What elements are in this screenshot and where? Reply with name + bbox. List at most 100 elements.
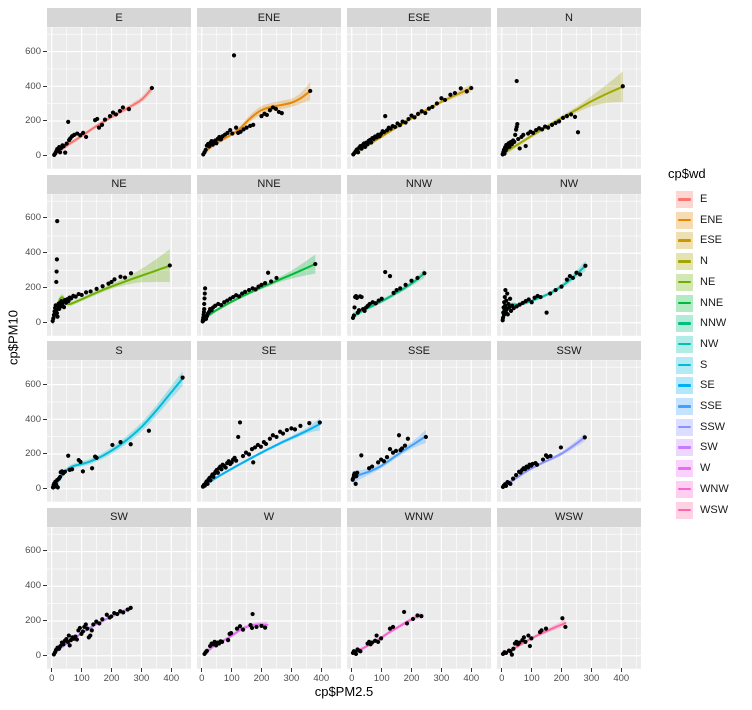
legend-swatch-icon bbox=[676, 377, 693, 395]
legend-swatch-icon bbox=[676, 211, 693, 229]
facet-panel-SE bbox=[197, 360, 341, 502]
x-axis-title: cp$PM2.5 bbox=[314, 684, 374, 699]
x-tick-mark bbox=[231, 668, 233, 672]
facet-strip-label: SE bbox=[261, 344, 277, 357]
y-tick-label: 600 bbox=[25, 545, 41, 557]
legend-key-NW: NW bbox=[660, 335, 752, 357]
facet-strip-label: W bbox=[263, 511, 275, 523]
legend-key-SW: SW bbox=[660, 439, 752, 460]
legend-key-ESE: ESE bbox=[660, 232, 752, 253]
legend-key-WSW: WSW bbox=[660, 501, 752, 523]
facet-strip-label: E bbox=[115, 11, 123, 24]
y-tick-mark bbox=[43, 654, 47, 656]
legend-line-icon bbox=[678, 218, 691, 222]
legend-swatch-icon bbox=[676, 501, 693, 519]
x-tick-label: 200 bbox=[403, 673, 420, 684]
y-tick-mark bbox=[43, 383, 47, 385]
facet-strip-W: W bbox=[197, 507, 341, 527]
facet-strip-ENE: ENE bbox=[197, 8, 341, 27]
y-tick-mark bbox=[43, 85, 47, 87]
legend-key-label: E bbox=[700, 193, 708, 205]
facet-strip-label: WSW bbox=[554, 511, 584, 523]
legend-key-label: NW bbox=[700, 337, 719, 350]
y-tick-label: 0 bbox=[35, 483, 41, 494]
legend-key-label: WNW bbox=[700, 482, 729, 495]
x-tick-mark bbox=[561, 668, 562, 672]
legend-line-icon bbox=[678, 363, 691, 367]
facet-strip-ESE: ESE bbox=[347, 8, 491, 27]
legend-line-icon bbox=[678, 446, 691, 449]
legend-line-icon bbox=[678, 198, 691, 201]
x-tick-label: 400 bbox=[463, 673, 480, 684]
y-tick-mark bbox=[43, 286, 47, 288]
smooth-line-NE bbox=[51, 264, 171, 324]
x-tick-label: 0 bbox=[349, 673, 355, 684]
y-tick-label: 200 bbox=[25, 448, 41, 460]
x-tick-mark bbox=[81, 668, 83, 672]
facet-panel-NNE bbox=[197, 193, 341, 336]
legend-swatch-icon bbox=[676, 191, 693, 208]
facet-strip-SSE: SSE bbox=[347, 341, 491, 360]
legend-title: cp$wd bbox=[668, 166, 706, 181]
x-tick-mark bbox=[320, 668, 322, 672]
y-tick-mark bbox=[43, 619, 47, 621]
y-tick-mark bbox=[43, 550, 47, 552]
facet-strip-SE: SE bbox=[197, 341, 341, 360]
x-tick-label: 200 bbox=[103, 673, 120, 684]
legend-line-icon bbox=[678, 487, 691, 491]
facet-strip-label: NNE bbox=[257, 178, 281, 190]
legend-line-icon bbox=[678, 467, 691, 470]
facet-panel-SSE bbox=[347, 360, 491, 502]
facet-panel-S bbox=[47, 360, 191, 502]
x-tick-mark bbox=[351, 668, 353, 672]
y-tick-mark bbox=[43, 321, 47, 323]
legend-key-label: NNE bbox=[700, 296, 724, 309]
legend-key-ENE: ENE bbox=[660, 211, 752, 233]
x-tick-mark bbox=[470, 668, 472, 672]
legend-key-label: N bbox=[700, 255, 708, 268]
x-tick-label: 200 bbox=[553, 673, 570, 684]
y-tick-label: 200 bbox=[25, 115, 41, 127]
x-tick-mark bbox=[501, 668, 503, 672]
legend-swatch-icon bbox=[676, 356, 693, 374]
x-tick-label: 300 bbox=[583, 673, 600, 684]
legend-swatch-icon bbox=[676, 315, 693, 333]
legend-swatch-icon bbox=[676, 460, 693, 478]
facet-panel-WSW bbox=[497, 526, 641, 669]
legend-key-NE: NE bbox=[660, 273, 752, 295]
y-tick-label: 0 bbox=[35, 649, 41, 661]
y-tick-label: 0 bbox=[35, 316, 41, 328]
x-tick-mark bbox=[620, 668, 622, 672]
legend-swatch-icon bbox=[676, 398, 693, 415]
facet-panel-N bbox=[497, 27, 641, 169]
facet-strip-NW: NW bbox=[497, 174, 641, 194]
legend-key-label: SSE bbox=[700, 400, 723, 412]
facet-strip-label: NE bbox=[111, 178, 127, 190]
legend-key-label: ENE bbox=[700, 213, 723, 226]
x-tick-mark bbox=[411, 668, 412, 672]
x-tick-mark bbox=[140, 668, 142, 672]
facet-panel-ENE bbox=[197, 27, 341, 169]
x-tick-label: 300 bbox=[133, 673, 150, 684]
x-tick-label: 100 bbox=[523, 673, 540, 684]
legend-key-S: S bbox=[660, 356, 752, 378]
legend-line-icon bbox=[678, 405, 691, 408]
legend-line-icon bbox=[678, 384, 691, 387]
x-tick-mark bbox=[290, 668, 292, 672]
y-tick-label: 400 bbox=[25, 80, 41, 92]
ci-band-ENE bbox=[203, 82, 311, 157]
x-tick-mark bbox=[381, 668, 383, 672]
facet-panel-NW bbox=[497, 193, 641, 336]
legend-line-icon bbox=[678, 239, 691, 242]
facet-panel-SW bbox=[47, 526, 191, 669]
legend-key-label: W bbox=[700, 462, 711, 475]
legend-line-icon bbox=[678, 508, 691, 512]
legend-swatch-icon bbox=[676, 253, 693, 271]
legend-line-icon bbox=[678, 342, 691, 346]
legend-swatch-icon bbox=[676, 335, 693, 353]
legend-key-label: NNW bbox=[700, 317, 727, 330]
ci-band-S bbox=[53, 371, 183, 492]
x-tick-label: 100 bbox=[223, 673, 240, 684]
legend-swatch-icon bbox=[676, 480, 693, 498]
y-tick-mark bbox=[43, 50, 47, 52]
